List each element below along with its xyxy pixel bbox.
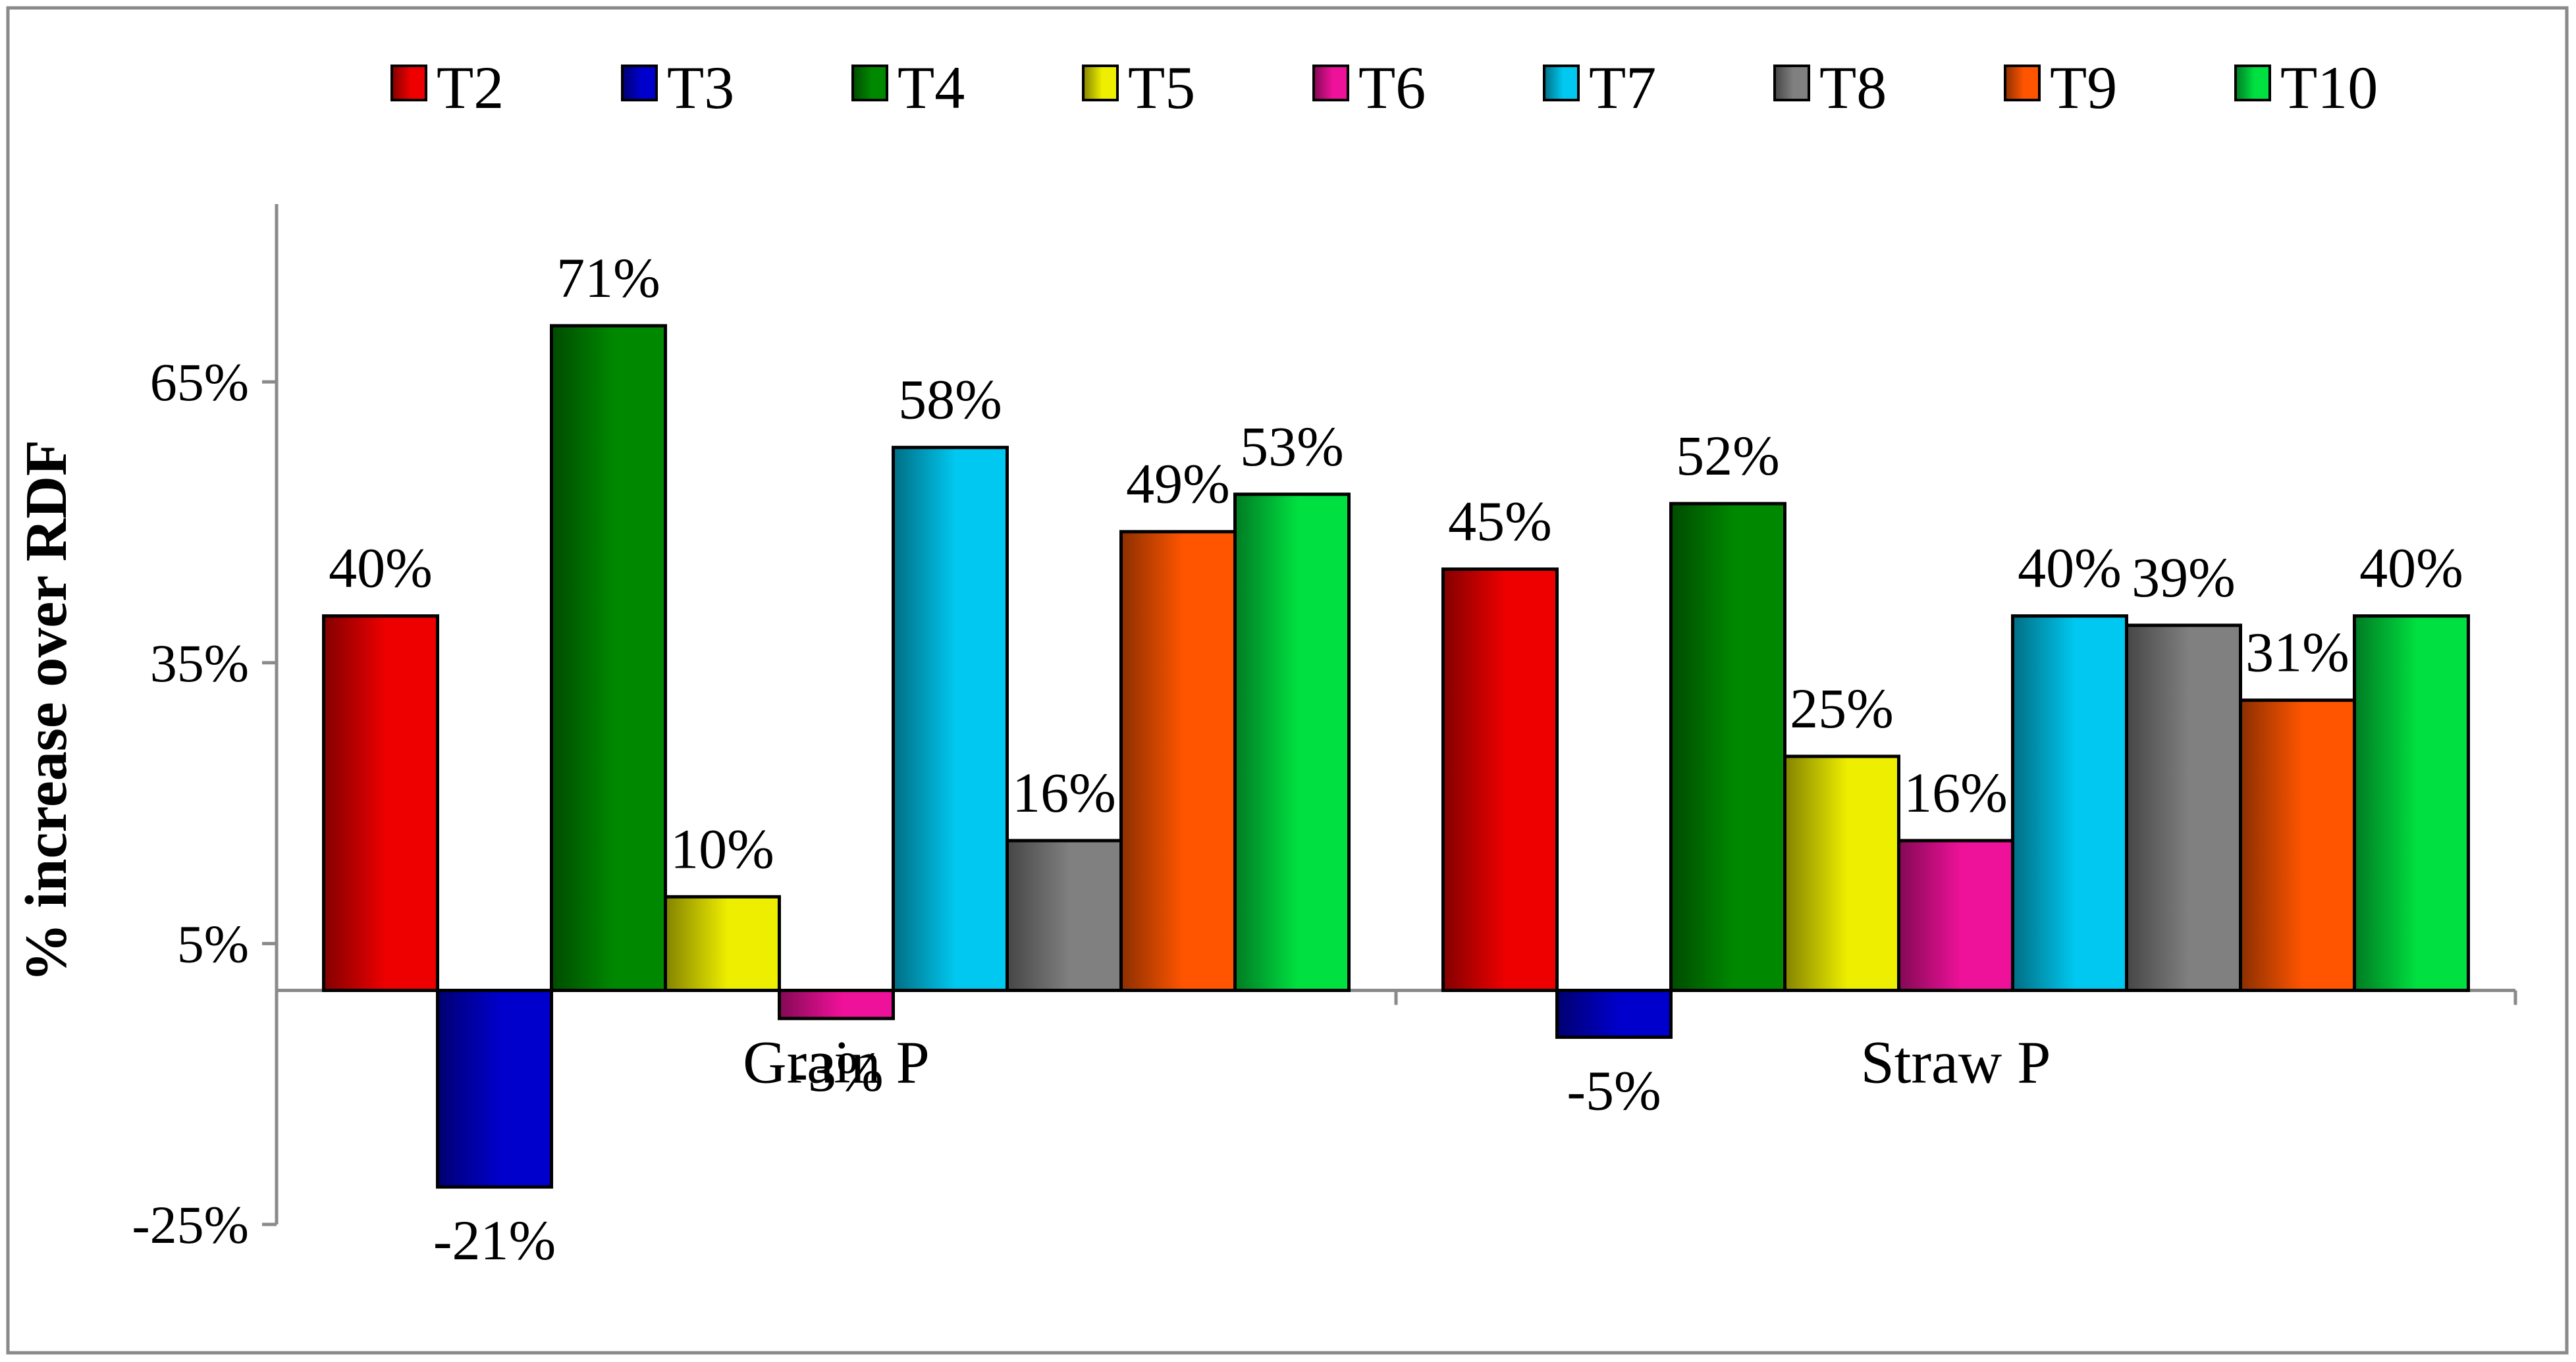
legend-swatch-t5 bbox=[1082, 65, 1119, 101]
bar-t9-straw-p bbox=[2239, 698, 2356, 992]
legend-swatch-t4 bbox=[851, 65, 888, 101]
bar-t9-grain-p bbox=[1119, 530, 1237, 992]
bar-t7-grain-p bbox=[892, 446, 1009, 992]
bar-t4-grain-p bbox=[550, 324, 667, 992]
data-label-t4-straw-p: 52% bbox=[1676, 424, 1780, 487]
data-label-t4-grain-p: 71% bbox=[556, 246, 660, 309]
legend-label-t3: T3 bbox=[667, 54, 734, 121]
legend-swatch-t8 bbox=[1773, 65, 1810, 101]
legend-label-t4: T4 bbox=[898, 54, 965, 121]
data-label-t3-straw-p: -5% bbox=[1567, 1059, 1661, 1122]
legend-label-t2: T2 bbox=[437, 54, 504, 121]
bar-t2-straw-p bbox=[1441, 567, 1559, 992]
legend-label-t6: T6 bbox=[1358, 54, 1426, 121]
bars bbox=[322, 324, 2470, 1189]
legend-swatch-t3 bbox=[621, 65, 658, 101]
y-tick-label: -25% bbox=[132, 1195, 249, 1255]
bar-t5-straw-p bbox=[1783, 754, 1900, 992]
legend-label-t7: T7 bbox=[1589, 54, 1656, 121]
bar-t2-grain-p bbox=[322, 614, 439, 992]
y-tick-label: 35% bbox=[150, 633, 249, 693]
data-label-t2-straw-p: 45% bbox=[1448, 490, 1552, 553]
legend-label-t5: T5 bbox=[1128, 54, 1195, 121]
data-label-t9-straw-p: 31% bbox=[2245, 621, 2349, 684]
legend-swatch-t2 bbox=[390, 65, 427, 101]
y-tick-label: 65% bbox=[150, 352, 249, 412]
x-category-label-grain-p: Grain P bbox=[743, 1028, 930, 1095]
bar-t6-straw-p bbox=[1897, 839, 2014, 992]
data-label-t2-grain-p: 40% bbox=[329, 537, 433, 600]
legend-label-t10: T10 bbox=[2280, 54, 2378, 121]
legend-label-t9: T9 bbox=[2050, 54, 2117, 121]
legend-swatch-t7 bbox=[1543, 65, 1580, 101]
data-label-t5-grain-p: 10% bbox=[670, 817, 774, 880]
data-label-t5-straw-p: 25% bbox=[1790, 677, 1894, 740]
bar-t7-straw-p bbox=[2011, 614, 2128, 992]
data-label-t10-grain-p: 53% bbox=[1240, 415, 1344, 478]
data-label-t7-straw-p: 40% bbox=[2018, 537, 2122, 600]
data-label-t3-grain-p: -21% bbox=[433, 1209, 556, 1272]
data-label-t8-straw-p: 39% bbox=[2132, 546, 2236, 609]
bar-t3-grain-p bbox=[436, 988, 553, 1189]
data-label-t6-straw-p: 16% bbox=[1904, 761, 2008, 824]
bar-t8-grain-p bbox=[1006, 839, 1123, 992]
data-labels: 40% -21% 71% 10% -3% 58% 16% 49%53% 45% -5% 52% 25%… bbox=[329, 246, 2463, 1272]
legend-swatch-t9 bbox=[2004, 65, 2041, 101]
data-label-t10-straw-p: 40% bbox=[2359, 537, 2463, 600]
bar-t3-straw-p bbox=[1555, 988, 1673, 1039]
bar-t8-straw-p bbox=[2125, 623, 2242, 992]
x-category-label-straw-p: Straw P bbox=[1861, 1028, 2051, 1095]
bar-t6-grain-p bbox=[778, 988, 895, 1020]
data-label-t7-grain-p: 58% bbox=[898, 368, 1002, 431]
y-axis-title: % increase over RDF bbox=[14, 440, 79, 982]
bar-t4-straw-p bbox=[1669, 502, 1786, 992]
bar-t10-straw-p bbox=[2353, 614, 2470, 992]
data-label-t6-grain-p: -3% bbox=[789, 1040, 883, 1103]
bar-t5-grain-p bbox=[664, 895, 781, 992]
legend-swatch-t10 bbox=[2234, 65, 2271, 101]
bar-t10-grain-p bbox=[1233, 492, 1351, 992]
legend: T2 T3 T4 T5 T6 T7 T8 T9 T10 bbox=[390, 54, 2378, 121]
data-label-t8-grain-p: 16% bbox=[1012, 761, 1116, 824]
legend-swatch-t6 bbox=[1312, 65, 1349, 101]
y-tick-label: 5% bbox=[177, 914, 249, 974]
legend-label-t8: T8 bbox=[1819, 54, 1887, 121]
data-label-t9-grain-p: 49% bbox=[1126, 452, 1230, 515]
